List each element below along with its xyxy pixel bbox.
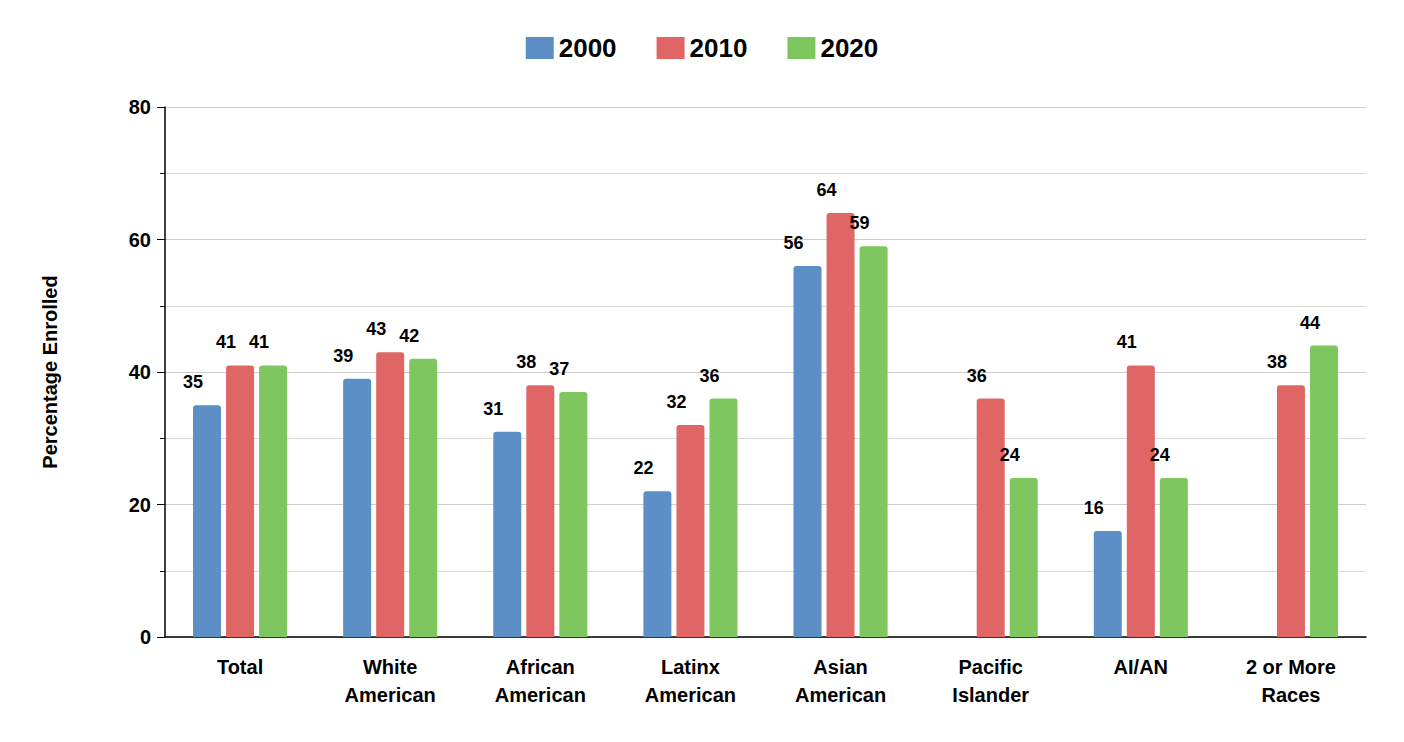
svg-text:Pacific: Pacific <box>958 656 1022 678</box>
svg-text:56: 56 <box>784 233 804 253</box>
svg-text:Total: Total <box>217 656 263 678</box>
svg-text:2000: 2000 <box>559 33 617 63</box>
svg-text:22: 22 <box>633 458 653 478</box>
svg-text:43: 43 <box>366 319 386 339</box>
svg-text:36: 36 <box>967 366 987 386</box>
svg-text:Asian: Asian <box>813 656 867 678</box>
svg-text:African: African <box>506 656 575 678</box>
svg-text:American: American <box>645 684 736 706</box>
svg-text:41: 41 <box>1117 332 1137 352</box>
svg-text:20: 20 <box>129 494 151 516</box>
svg-text:0: 0 <box>140 626 151 648</box>
svg-text:80: 80 <box>129 96 151 118</box>
svg-text:American: American <box>345 684 436 706</box>
svg-text:31: 31 <box>483 399 503 419</box>
svg-text:44: 44 <box>1300 313 1320 333</box>
svg-text:White: White <box>363 656 417 678</box>
svg-text:39: 39 <box>333 346 353 366</box>
svg-text:2020: 2020 <box>820 33 878 63</box>
svg-text:2010: 2010 <box>690 33 748 63</box>
svg-text:41: 41 <box>249 332 269 352</box>
svg-text:41: 41 <box>216 332 236 352</box>
svg-text:35: 35 <box>183 372 203 392</box>
svg-text:37: 37 <box>549 359 569 379</box>
svg-text:36: 36 <box>699 366 719 386</box>
svg-text:64: 64 <box>817 180 837 200</box>
svg-text:16: 16 <box>1084 498 1104 518</box>
svg-text:American: American <box>795 684 886 706</box>
svg-text:42: 42 <box>399 326 419 346</box>
svg-text:24: 24 <box>1000 445 1020 465</box>
svg-text:2 or More: 2 or More <box>1246 656 1336 678</box>
svg-text:Percentage Enrolled: Percentage Enrolled <box>39 275 61 468</box>
svg-text:40: 40 <box>129 361 151 383</box>
svg-text:American: American <box>495 684 586 706</box>
svg-text:Races: Races <box>1261 684 1320 706</box>
svg-text:Islander: Islander <box>952 684 1029 706</box>
svg-text:38: 38 <box>1267 352 1287 372</box>
svg-text:Latinx: Latinx <box>661 656 720 678</box>
svg-text:24: 24 <box>1150 445 1170 465</box>
svg-text:32: 32 <box>666 392 686 412</box>
svg-text:59: 59 <box>850 213 870 233</box>
svg-text:60: 60 <box>129 229 151 251</box>
svg-text:38: 38 <box>516 352 536 372</box>
svg-text:AI/AN: AI/AN <box>1114 656 1168 678</box>
